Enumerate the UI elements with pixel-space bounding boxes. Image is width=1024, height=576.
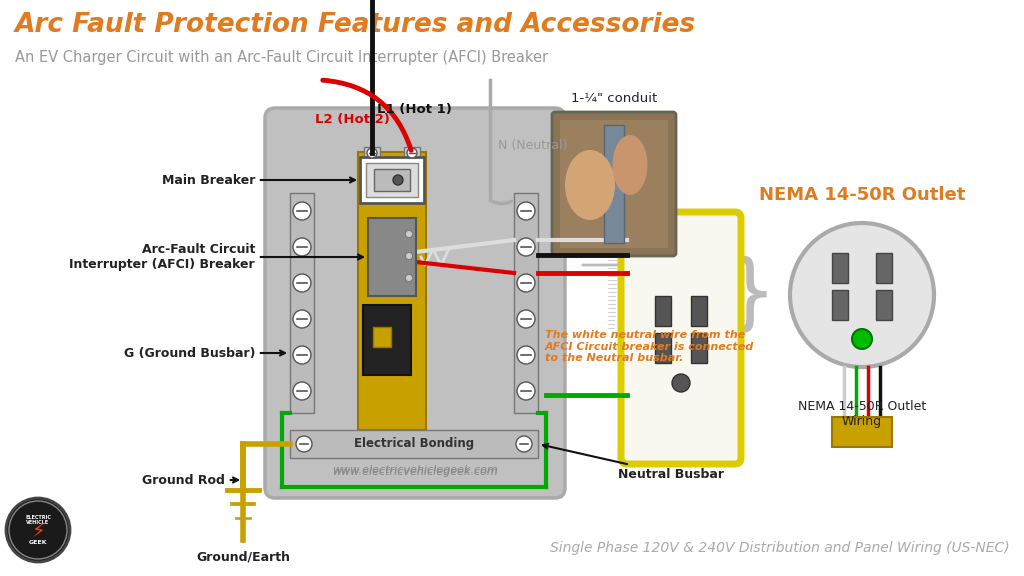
Bar	[364, 147, 380, 159]
Text: Single Phase 120V & 240V Distribution and Panel Wiring (US-NEC): Single Phase 120V & 240V Distribution an…	[550, 541, 1010, 555]
Circle shape	[296, 436, 312, 452]
Circle shape	[393, 175, 403, 185]
Circle shape	[517, 382, 535, 400]
Text: Ground/Earth: Ground/Earth	[196, 550, 290, 563]
Circle shape	[406, 252, 413, 260]
FancyBboxPatch shape	[265, 108, 565, 498]
Text: www.electricvehiclegeek.com: www.electricvehiclegeek.com	[332, 465, 498, 475]
Bar	[655, 296, 671, 326]
Circle shape	[406, 230, 413, 237]
Bar	[560, 120, 668, 248]
Text: GEEK: GEEK	[29, 540, 47, 544]
Ellipse shape	[612, 135, 647, 195]
Bar	[368, 218, 416, 296]
Circle shape	[367, 148, 377, 158]
Circle shape	[407, 148, 417, 158]
Circle shape	[516, 436, 532, 452]
Text: N (Neutral): N (Neutral)	[498, 138, 567, 151]
Circle shape	[852, 329, 872, 349]
Bar	[366, 163, 418, 197]
Bar	[374, 169, 410, 191]
Bar	[373, 327, 391, 347]
Circle shape	[293, 346, 311, 364]
Circle shape	[293, 238, 311, 256]
Circle shape	[517, 274, 535, 292]
Circle shape	[293, 202, 311, 220]
Bar	[360, 157, 424, 203]
Text: ELECTRIC
VEHICLE: ELECTRIC VEHICLE	[25, 514, 51, 525]
Bar	[290, 430, 538, 458]
Bar	[358, 152, 426, 430]
Circle shape	[517, 310, 535, 328]
Bar	[831, 417, 892, 447]
Circle shape	[293, 310, 311, 328]
Circle shape	[790, 223, 934, 367]
Bar	[290, 193, 314, 413]
Text: Arc-Fault Circuit
Interrupter (AFCI) Breaker: Arc-Fault Circuit Interrupter (AFCI) Bre…	[70, 243, 362, 271]
Bar	[404, 147, 420, 159]
Circle shape	[293, 274, 311, 292]
Circle shape	[672, 374, 690, 392]
Text: The white neutral wire from the
AFCI Circuit breaker is connected
to the Neutral: The white neutral wire from the AFCI Cir…	[545, 330, 755, 363]
FancyBboxPatch shape	[552, 112, 676, 256]
Bar	[691, 296, 707, 326]
Bar	[876, 290, 892, 320]
Circle shape	[517, 238, 535, 256]
Text: L2 (Hot 2): L2 (Hot 2)	[315, 113, 390, 127]
Text: }: }	[724, 255, 776, 335]
Circle shape	[293, 382, 311, 400]
Bar	[691, 333, 707, 363]
Text: G (Ground Busbar): G (Ground Busbar)	[124, 347, 285, 359]
Bar	[876, 253, 892, 283]
Text: ⚡: ⚡	[31, 522, 45, 541]
Bar	[604, 125, 624, 243]
FancyBboxPatch shape	[621, 212, 741, 464]
Text: An EV Charger Circuit with an Arc-Fault Circuit Interrupter (AFCI) Breaker: An EV Charger Circuit with an Arc-Fault …	[15, 50, 548, 65]
Bar	[831, 253, 848, 283]
Ellipse shape	[565, 150, 615, 220]
Text: NEMA 14-50R Outlet
Wiring: NEMA 14-50R Outlet Wiring	[798, 400, 926, 428]
Circle shape	[517, 202, 535, 220]
Text: 1-¼" conduit: 1-¼" conduit	[570, 92, 657, 105]
Bar	[831, 290, 848, 320]
Circle shape	[517, 346, 535, 364]
Circle shape	[406, 275, 413, 282]
Text: Electrical Bonding: Electrical Bonding	[354, 438, 474, 450]
Bar	[655, 333, 671, 363]
Text: NEMA 14-50R Outlet: NEMA 14-50R Outlet	[759, 186, 966, 204]
Text: Main Breaker: Main Breaker	[162, 173, 355, 187]
Text: Arc Fault Protection Features and Accessories: Arc Fault Protection Features and Access…	[15, 12, 696, 38]
Text: Neutral Busbar: Neutral Busbar	[543, 444, 724, 480]
Text: Ground Rod: Ground Rod	[142, 473, 238, 487]
Text: L1 (Hot 1): L1 (Hot 1)	[377, 104, 452, 116]
Circle shape	[6, 498, 70, 562]
Bar	[514, 193, 538, 413]
Text: www.electricvehiclegeek.com: www.electricvehiclegeek.com	[332, 467, 498, 477]
Bar	[362, 305, 411, 375]
